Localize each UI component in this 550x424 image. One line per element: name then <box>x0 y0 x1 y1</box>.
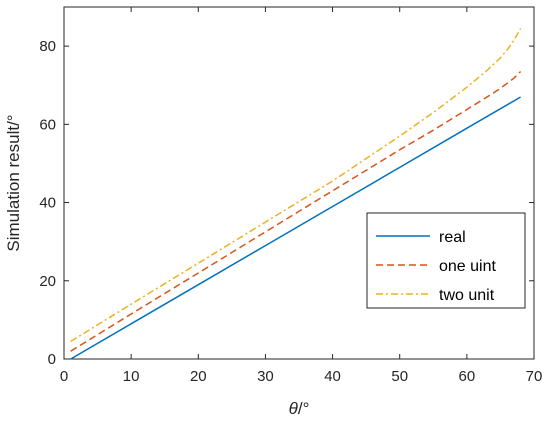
x-tick-label: 40 <box>324 368 341 385</box>
y-tick-label: 60 <box>39 116 56 133</box>
legend-box <box>366 212 526 309</box>
y-axis-title: Simulation result/° <box>4 114 23 251</box>
x-tick-label: 0 <box>60 368 68 385</box>
x-tick-label: 10 <box>123 368 140 385</box>
series-layer <box>70 28 522 360</box>
series-line-two-unit <box>70 28 522 343</box>
legend-label: one uint <box>439 258 496 275</box>
x-tick-label: 50 <box>391 368 408 385</box>
x-tick-label: 70 <box>526 368 543 385</box>
legend: real one uint two unit <box>366 212 526 309</box>
x-tick-label: 60 <box>459 368 476 385</box>
y-tick-label: 80 <box>39 38 56 55</box>
x-axis-title: θ/° <box>289 399 310 418</box>
x-tick-label: 30 <box>257 368 274 385</box>
legend-entries: real one uint two unit <box>376 229 496 304</box>
legend-label: two unit <box>439 287 495 304</box>
x-axis-unit: /° <box>298 399 310 418</box>
x-tick-label: 20 <box>190 368 207 385</box>
series-line-one-uint <box>70 70 522 352</box>
x-axis-symbol: θ <box>289 399 299 418</box>
y-tick-label: 40 <box>39 195 56 212</box>
series-line-real <box>70 96 521 360</box>
y-tick-label: 20 <box>39 273 56 290</box>
legend-label: real <box>439 229 466 246</box>
tick-layer: 0 10 20 30 40 50 60 70 0 20 40 60 80 <box>39 7 542 385</box>
y-tick-label: 0 <box>48 351 56 368</box>
